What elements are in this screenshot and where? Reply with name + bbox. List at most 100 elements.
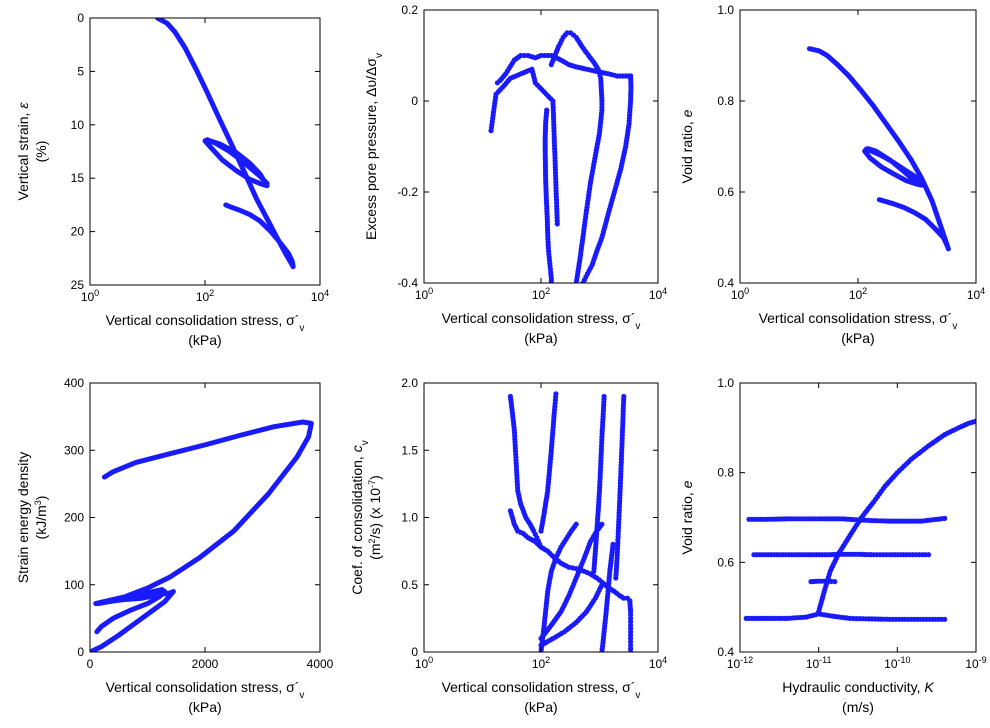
void2-y-tick-label: 0.6	[717, 555, 734, 569]
pore-y-tick-label: -0.2	[397, 185, 418, 199]
void1-y-axis-label: Void ratio, e	[679, 109, 695, 183]
void1-axes-frame	[739, 9, 977, 284]
pore-point	[580, 280, 586, 283]
void2-series-1	[743, 611, 948, 622]
energy-y-axis-label: (kJ/m3)	[33, 496, 49, 540]
energy-data	[90, 419, 314, 652]
strain-y-axis-label: Vertical strain, ε	[15, 102, 31, 201]
void2-data	[743, 418, 976, 622]
pore-point	[573, 280, 579, 283]
strain-y-tick-label: 25	[71, 278, 85, 292]
cv-point	[601, 393, 607, 400]
void1-x-tick-label: 104	[967, 286, 985, 302]
pore-x-tick-label: 102	[532, 286, 550, 302]
void2-y-tick-label: 0.4	[717, 645, 734, 659]
cv-x-tick-label: 104	[649, 655, 667, 671]
pore-point	[548, 280, 554, 283]
cv-x-tick-label: 102	[532, 655, 550, 671]
strain-x-tick-label: 104	[311, 288, 329, 304]
cv-series-6	[613, 393, 627, 581]
pore-y-tick-label: -0.4	[397, 276, 418, 290]
strain-data	[155, 18, 296, 270]
void2-series-2	[746, 515, 948, 524]
cv-data	[507, 391, 634, 652]
energy-y-tick-label: 0	[77, 645, 84, 659]
energy-y-tick-label: 300	[64, 443, 84, 457]
pore-data	[488, 30, 634, 283]
void2-y-axis-label: Void ratio, e	[679, 480, 695, 554]
energy-y-axis-label: Strain energy density	[15, 452, 31, 584]
cv-y-tick-label: 0.5	[401, 578, 418, 592]
void2-point	[942, 515, 948, 522]
void1-y-tick-label: 1.0	[717, 3, 734, 17]
strain-y-tick-label: 0	[77, 11, 84, 25]
pore-series-1	[580, 73, 634, 283]
energy-x-axis-label: (kPa)	[188, 699, 221, 715]
void1-x-tick-label: 102	[849, 286, 867, 302]
pore-x-tick-label: 104	[649, 286, 667, 302]
strain-y-tick-label: 5	[77, 64, 84, 78]
energy-x-axis-label: Vertical consolidation stress, σ´v	[106, 679, 305, 701]
pore-series-2	[548, 30, 605, 283]
cv-x-axis-label: Vertical consolidation stress, σ´v	[442, 679, 641, 701]
void2-series-0	[816, 418, 976, 615]
pore-x-axis-label: Vertical consolidation stress, σ´v	[442, 310, 641, 332]
void1-series-0	[806, 46, 951, 252]
energy-x-tick-label: 2000	[192, 657, 219, 671]
energy-series-1	[94, 587, 168, 635]
void1-y-tick-label: 0.6	[717, 185, 734, 199]
cv-point	[573, 521, 579, 527]
pore-x-axis-label: (kPa)	[524, 330, 557, 346]
void1-data	[806, 46, 951, 252]
cv-point	[537, 541, 543, 548]
void2-series-4	[808, 578, 838, 585]
cv-series-3	[538, 391, 559, 534]
cv-y-tick-label: 1.5	[401, 443, 418, 457]
energy-y-tick-label: 400	[64, 376, 84, 390]
energy-x-tick-label: 0	[87, 657, 94, 671]
pore-y-axis-label: Excess pore pressure, Δυ/Δσv	[363, 53, 385, 240]
pore-point	[521, 52, 528, 59]
cv-point	[599, 521, 605, 527]
void1-x-axis-label: (kPa)	[841, 330, 874, 346]
void2-point	[926, 552, 932, 558]
void2-x-tick-label: 10-11	[806, 655, 832, 671]
energy-series-0	[90, 419, 314, 652]
void2-axes-frame	[739, 382, 977, 653]
void2-point	[832, 579, 838, 585]
void2-x-axis-label: (m/s)	[842, 699, 874, 715]
chart-void2: 10-12 10-11 10-10 10-91.00.80.60.4Hydraulic…	[679, 376, 987, 715]
void2-series-3	[751, 551, 932, 558]
cv-point	[610, 541, 616, 548]
pore-y-tick-label: 0.2	[401, 3, 418, 17]
strain-y-tick-label: 10	[71, 118, 85, 132]
energy-y-tick-label: 100	[64, 578, 84, 592]
pore-series-4	[488, 66, 560, 227]
cv-series-5	[591, 393, 607, 574]
cv-series-9	[507, 393, 543, 548]
pore-axes-frame	[423, 9, 659, 284]
pore-point	[518, 52, 524, 59]
void2-y-tick-label: 0.8	[717, 466, 734, 480]
strain-series-1	[202, 137, 270, 189]
strain-series-0	[155, 18, 296, 270]
cv-series-4	[538, 521, 579, 652]
cv-y-tick-label: 0	[411, 645, 418, 659]
pore-y-tick-label: 0	[411, 94, 418, 108]
strain-y-tick-label: 20	[71, 225, 85, 239]
void1-y-tick-label: 0.4	[717, 276, 734, 290]
strain-x-axis-label: (kPa)	[188, 332, 221, 348]
strain-y-tick-label: 15	[71, 171, 85, 185]
cv-y-tick-label: 1.0	[401, 511, 418, 525]
void1-y-tick-label: 0.8	[717, 94, 734, 108]
cv-point	[621, 595, 627, 601]
cv-y-tick-label: 2.0	[401, 376, 418, 390]
void1-series-1	[862, 146, 925, 188]
pore-point	[554, 221, 560, 227]
strain-y-axis-label: (%)	[33, 141, 49, 163]
strain-axes-frame	[89, 17, 321, 286]
void2-x-tick-label: 10-10	[884, 655, 910, 671]
